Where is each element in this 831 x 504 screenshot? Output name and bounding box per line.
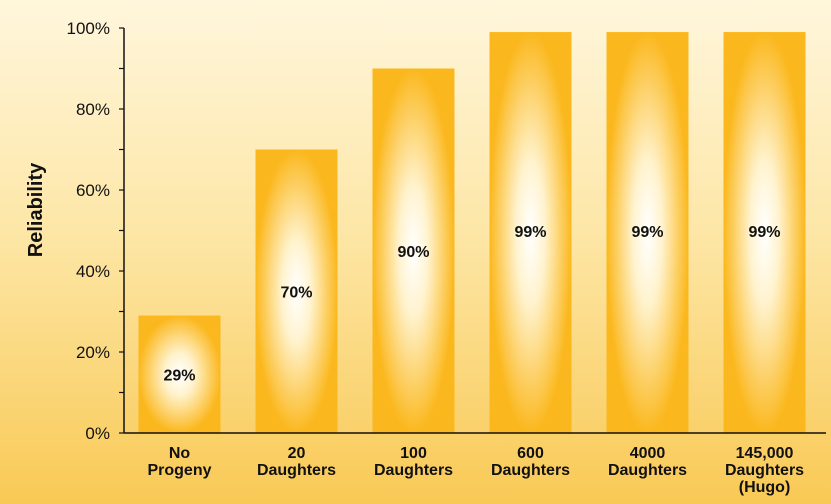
bar	[255, 149, 338, 433]
y-tick-label: 20%	[76, 343, 110, 362]
x-category-label: 4000	[630, 445, 666, 462]
x-category-label: 20	[288, 445, 306, 462]
x-category-label: (Hugo)	[739, 479, 791, 496]
x-category-label: Daughters	[257, 462, 336, 479]
bar-value-label: 99%	[631, 224, 663, 241]
bar	[489, 32, 572, 434]
y-tick-label: 100%	[67, 19, 110, 38]
bar	[138, 315, 221, 433]
y-tick-label: 60%	[76, 181, 110, 200]
bar	[606, 32, 689, 434]
bar	[723, 32, 806, 434]
y-axis-title: Reliability	[25, 162, 47, 257]
x-category-label: 145,000	[736, 445, 794, 462]
bar-value-label: 99%	[514, 224, 546, 241]
bar	[372, 68, 455, 433]
x-category-label: Daughters	[608, 462, 687, 479]
bar-value-label: 29%	[163, 367, 195, 384]
x-category-label: 600	[517, 445, 544, 462]
x-category-label: Progeny	[147, 462, 211, 479]
x-category-label: Daughters	[491, 462, 570, 479]
x-category-label: Daughters	[725, 462, 804, 479]
y-tick-label: 40%	[76, 262, 110, 281]
x-category-label: No	[169, 445, 191, 462]
y-tick-label: 80%	[76, 100, 110, 119]
bar-value-label: 70%	[280, 284, 312, 301]
x-category-label: Daughters	[374, 462, 453, 479]
y-tick-label: 0%	[85, 424, 110, 443]
x-category-label: 100	[400, 445, 427, 462]
bar-value-label: 99%	[748, 224, 780, 241]
bar-value-label: 90%	[397, 244, 429, 261]
